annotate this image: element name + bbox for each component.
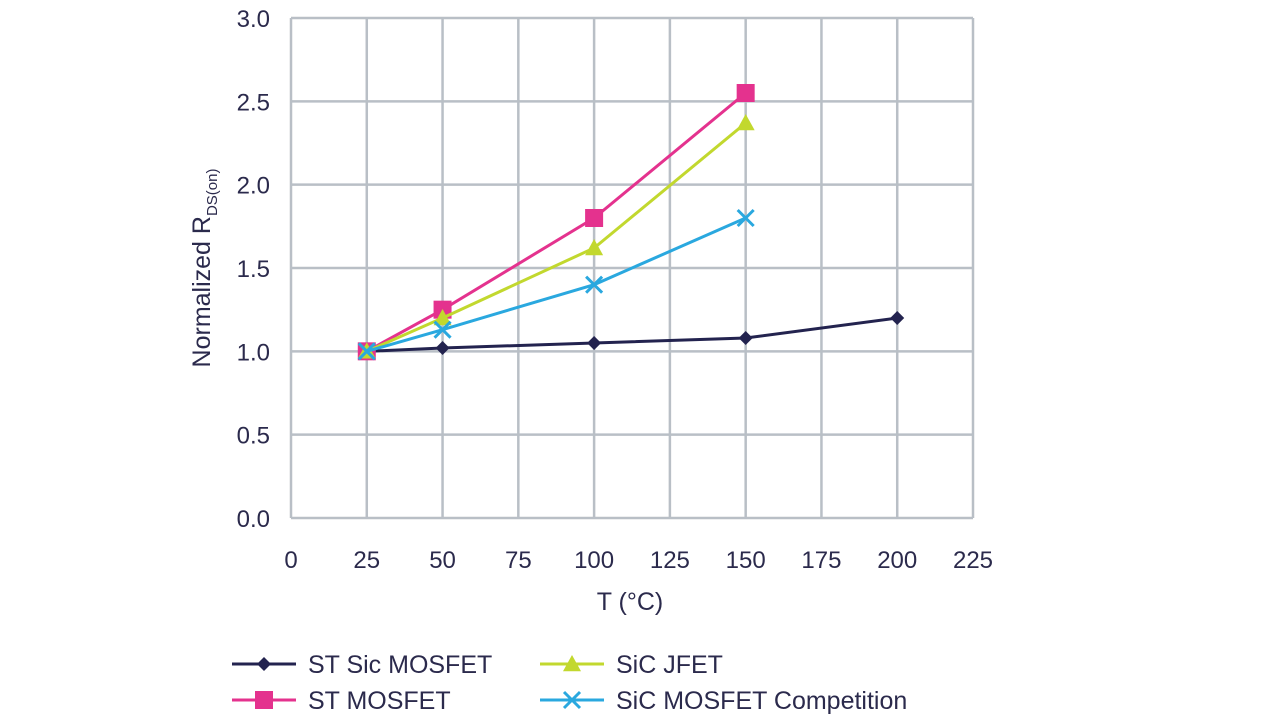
x-tick-label: 175 (801, 547, 841, 574)
series-line (366, 216, 747, 353)
y-tick-label: 2.5 (237, 89, 270, 116)
legend-marker-diamond (257, 657, 271, 671)
legend-marker-triangle (563, 655, 581, 672)
legend-label: SiC JFET (616, 651, 723, 679)
data-point-x (585, 275, 604, 294)
y-axis-title-subscript: DS(on) (204, 169, 221, 217)
data-point-diamond (738, 331, 753, 345)
data-point-triangle (736, 114, 755, 131)
x-tick-label: 100 (574, 547, 614, 574)
series (357, 84, 905, 361)
data-point-square (736, 84, 755, 102)
legend-marker-x (562, 690, 582, 710)
legend-item: SiC JFET (540, 651, 723, 679)
y-tick-label: 1.0 (237, 339, 270, 366)
legend-marker-square (255, 691, 273, 709)
series-st-mosfet (357, 84, 755, 361)
y-tick-label: 2.0 (237, 173, 270, 200)
data-point-square (585, 209, 604, 227)
x-tick-label: 225 (953, 547, 993, 574)
y-axis-title: Normalized RDS(on) (188, 169, 221, 368)
x-tick-label: 125 (650, 547, 690, 574)
data-point-x (433, 320, 452, 339)
series-line (366, 121, 747, 353)
legend-item: SiC MOSFET Competition (540, 687, 907, 715)
data-point-x (736, 208, 755, 228)
x-axis-title: T (°C) (597, 588, 663, 616)
series-sic-mosfet-competition (357, 208, 755, 361)
data-point-diamond (435, 341, 450, 355)
x-tick-label: 25 (353, 547, 380, 574)
y-tick-labels: 0.0 0.5 1.0 1.5 2.0 2.5 3.0 (237, 6, 270, 533)
legend-item: ST MOSFET (232, 687, 451, 715)
y-tick-label: 0.5 (237, 423, 270, 450)
legend-label: SiC MOSFET Competition (616, 687, 907, 715)
legend-item: ST Sic MOSFET (232, 651, 492, 679)
x-tick-label: 150 (726, 547, 766, 574)
series-sic-jfet (357, 114, 755, 359)
y-axis-title-main: Normalized R (188, 216, 216, 367)
data-point-diamond (587, 336, 602, 350)
legend: ST Sic MOSFET ST MOSFET SiC JFET SiC MOSFET… (232, 651, 907, 715)
data-point-triangle (585, 239, 604, 256)
data-point-diamond (890, 311, 905, 325)
x-tick-label: 75 (505, 547, 532, 574)
data-point-x (357, 342, 376, 361)
x-tick-label: 0 (284, 547, 297, 574)
y-tick-label: 1.5 (237, 256, 270, 283)
y-tick-label: 3.0 (237, 6, 270, 33)
x-tick-label: 200 (877, 547, 917, 574)
y-tick-label: 0.0 (237, 506, 270, 533)
x-tick-label: 50 (429, 547, 456, 574)
data-point-triangle (433, 309, 452, 326)
legend-label: ST MOSFET (308, 687, 451, 715)
series-line (366, 91, 747, 353)
legend-label: ST Sic MOSFET (308, 651, 492, 679)
x-tick-labels: 0 25 50 75 100 125 150 175 200 225 (284, 547, 993, 574)
